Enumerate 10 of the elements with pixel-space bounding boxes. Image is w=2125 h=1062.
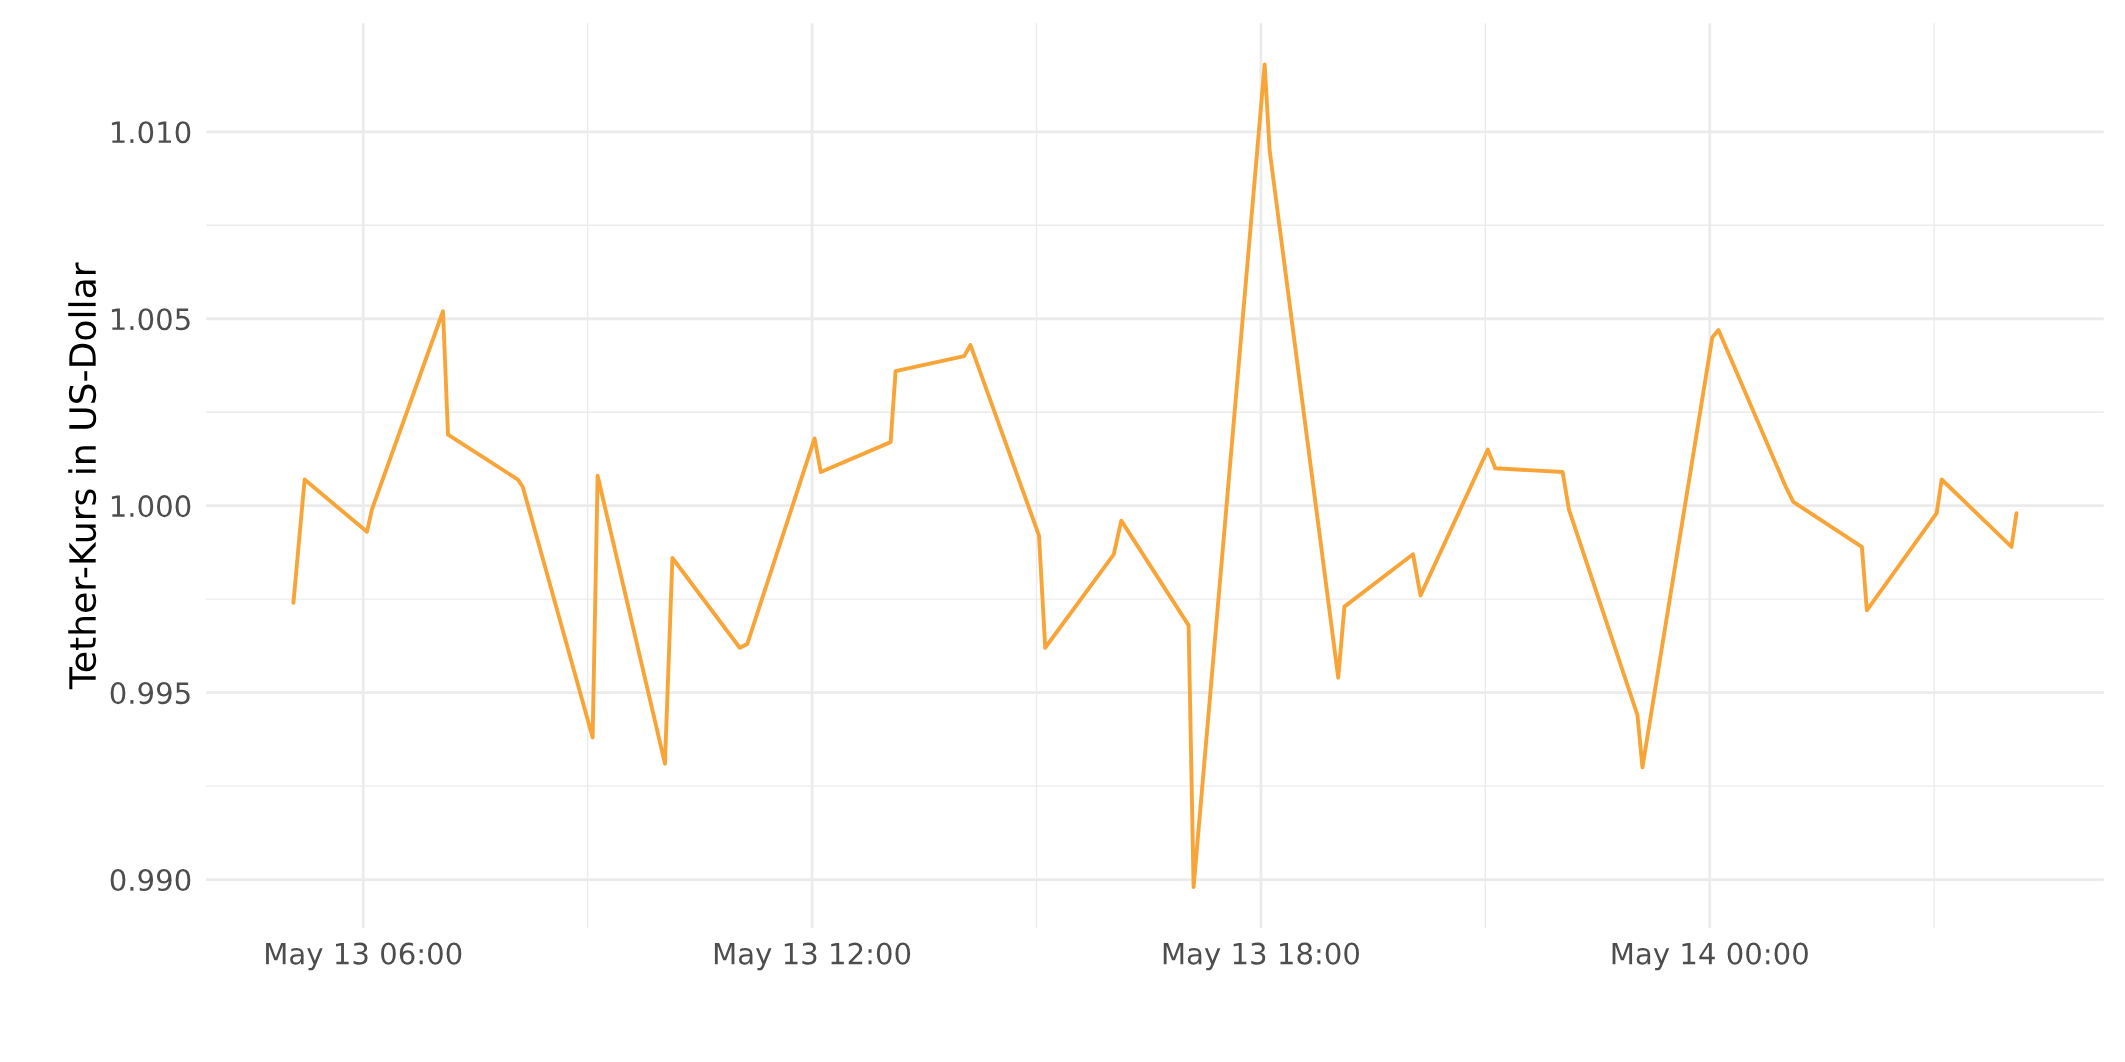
y-tick-label: 0.990	[110, 869, 191, 892]
x-tick-label: May 13 06:00	[266, 942, 462, 971]
y-tick-label: 1.000	[111, 495, 191, 518]
y-tick-label: 0.995	[110, 682, 190, 705]
y-tick-label: 1.005	[111, 308, 190, 331]
x-tick-label: May 13 18:00	[1163, 942, 1359, 971]
y-tick-label: 1.010	[111, 121, 191, 144]
x-tick-label: May 13 12:00	[714, 942, 911, 971]
y-axis-title: Tether-Kurs in US-Dollar	[68, 262, 97, 690]
x-tick-label: May 14 00:00	[1612, 942, 1808, 971]
